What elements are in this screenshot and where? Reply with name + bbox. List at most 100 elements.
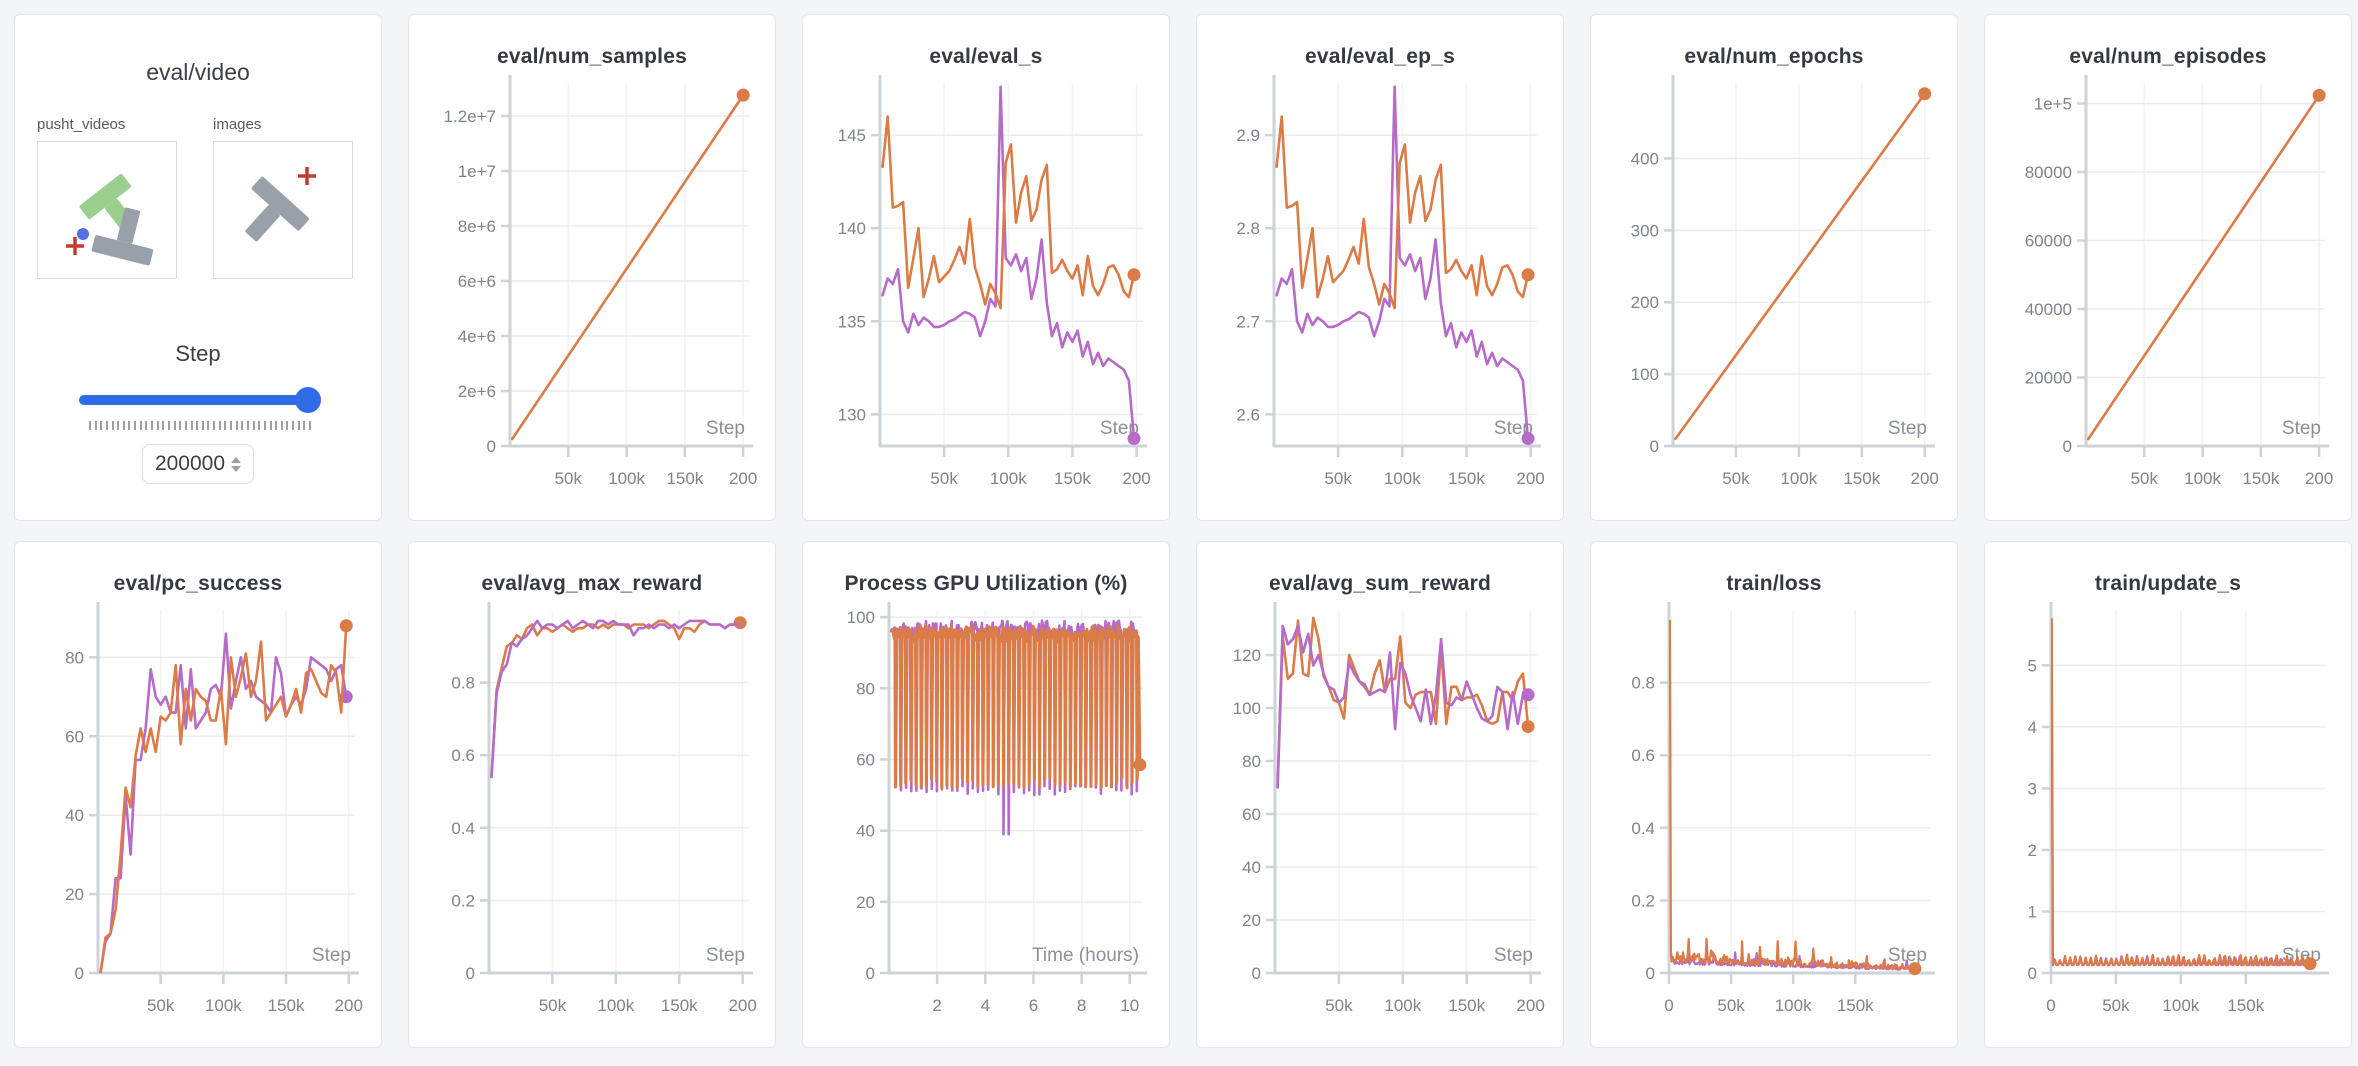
stepper-spinner[interactable] xyxy=(231,456,242,472)
panel-eval-num-samples[interactable]: eval/num_samples 0 2e+6 4e+6 6e+6 8e+6 1e+7 1.… xyxy=(408,14,776,521)
chart-title: train/update_s xyxy=(2094,572,2242,595)
y-tick-label: 0.8 xyxy=(451,674,475,693)
y-tick-label: 4e+6 xyxy=(458,327,496,346)
chart-plot-area[interactable]: 0 0.2 0.4 0.6 0.8 0 50k 100k 150k Step xyxy=(1591,600,1957,1024)
chart-plot-area[interactable]: 0 2e+6 4e+6 6e+6 8e+6 1e+7 1.2e+7 50k 100k 150k 20… xyxy=(409,73,775,497)
step-number-input[interactable]: 200000 xyxy=(142,444,254,484)
y-tick-label: 2e+6 xyxy=(458,382,496,401)
x-tick-label: 10 xyxy=(1120,996,1139,1015)
x-tick-label: 50k xyxy=(930,469,958,488)
x-tick-label: 6 xyxy=(1029,996,1038,1015)
x-axis-label: Step xyxy=(1494,418,1533,439)
slider-ruler xyxy=(89,421,311,430)
y-tick-label: 0 xyxy=(2028,964,2037,983)
x-tick-label: 100k xyxy=(597,996,634,1015)
panel-eval-num-episodes[interactable]: eval/num_episodes 0 20000 40000 60000 80000 1… xyxy=(1984,14,2352,521)
series-endpoint-dot-orange xyxy=(1908,962,1922,976)
y-tick-label: 1.2e+7 xyxy=(444,107,496,126)
series-line-purple xyxy=(490,619,742,779)
series-endpoint-dot-orange xyxy=(1127,268,1141,282)
chart-plot-area[interactable]: 2.6 2.7 2.8 2.9 50k 100k 150k 200 Step xyxy=(1197,73,1563,497)
x-tick-label: 0 xyxy=(2046,996,2055,1015)
y-tick-label: 0 xyxy=(1650,437,1659,456)
y-tick-label: 20000 xyxy=(2025,369,2072,388)
x-axis-label: Step xyxy=(1100,418,1139,439)
y-tick-label: 1 xyxy=(2028,902,2037,921)
x-tick-label: 100k xyxy=(990,469,1027,488)
chart-plot-area[interactable]: 0 20 40 60 80 100 120 50k 100k 150k 200 Step xyxy=(1197,600,1563,1024)
series-line-orange xyxy=(2051,618,2312,967)
chart-title: eval/eval_ep_s xyxy=(1305,45,1455,68)
x-tick-label: 200 xyxy=(1516,996,1544,1015)
panel-eval-avg-max-reward[interactable]: eval/avg_max_reward 0 0.2 0.4 0.6 0.8 50k 100k… xyxy=(408,541,776,1048)
x-tick-label: 2 xyxy=(932,996,941,1015)
x-tick-label: 150k xyxy=(1837,996,1874,1015)
panel-eval-video[interactable]: eval/video pusht_videos xyxy=(14,14,382,521)
x-axis-label: Step xyxy=(1888,418,1927,439)
x-tick-label: 100k xyxy=(2162,996,2199,1015)
step-slider[interactable] xyxy=(79,385,321,415)
x-tick-label: 150k xyxy=(1448,996,1485,1015)
y-tick-label: 0.4 xyxy=(1631,819,1655,838)
spinner-down-icon[interactable] xyxy=(231,465,242,472)
chart-plot-area[interactable]: 0 20 40 60 80 50k 100k 150k 200 Step xyxy=(15,600,381,1024)
y-tick-label: 60 xyxy=(856,750,875,769)
panel-eval-pc-success[interactable]: eval/pc_success 0 20 40 60 80 50k 100k 150k 200 S… xyxy=(14,541,382,1048)
slider-thumb[interactable] xyxy=(295,387,321,413)
x-tick-label: 100k xyxy=(205,996,242,1015)
x-tick-label: 200 xyxy=(335,996,363,1015)
slider-track[interactable] xyxy=(79,395,317,405)
series-line-orange xyxy=(511,93,745,441)
series-line-orange xyxy=(2087,93,2321,441)
chart-plot-area[interactable]: 0 20000 40000 60000 80000 1e+5 50k 100k 150k 200 S… xyxy=(1985,73,2351,497)
chart-title: eval/pc_success xyxy=(113,572,283,595)
y-tick-label: 1e+5 xyxy=(2034,95,2072,114)
chart-plot-area[interactable]: 0 0.2 0.4 0.6 0.8 50k 100k 150k 200 Step xyxy=(409,600,775,1024)
chart-plot-area[interactable]: 0 20 40 60 80 100 2 4 6 8 10 Time (hours) xyxy=(803,600,1169,1024)
y-tick-label: 0.4 xyxy=(451,819,475,838)
y-tick-label: 0.6 xyxy=(1631,746,1655,765)
series-line-purple xyxy=(1275,85,1530,440)
x-tick-label: 50k xyxy=(2102,996,2130,1015)
spinner-up-icon[interactable] xyxy=(231,456,242,463)
x-axis-label: Step xyxy=(1494,945,1533,966)
y-tick-label: 0 xyxy=(1252,964,1261,983)
y-tick-label: 40000 xyxy=(2025,300,2072,319)
y-tick-label: 0.2 xyxy=(1631,891,1655,910)
series-line-orange xyxy=(1275,115,1530,310)
y-tick-label: 2.6 xyxy=(1236,405,1260,424)
panel-eval-eval-s[interactable]: eval/eval_s 130 135 140 145 50k 100k 150k 200 St… xyxy=(802,14,1170,521)
panel-train-update-s[interactable]: train/update_s 0 1 2 3 4 5 0 50k 100k 150k Step xyxy=(1984,541,2352,1048)
y-tick-label: 3 xyxy=(2028,779,2037,798)
y-tick-label: 100 xyxy=(1631,365,1659,384)
y-tick-label: 120 xyxy=(1233,646,1261,665)
step-value: 200000 xyxy=(154,452,226,475)
x-tick-label: 200 xyxy=(2305,469,2333,488)
panel-title: eval/video xyxy=(146,59,250,85)
media-item-pusht-videos: pusht_videos xyxy=(37,116,183,279)
y-tick-label: 8e+6 xyxy=(458,217,496,236)
panel-eval-avg-sum-reward[interactable]: eval/avg_sum_reward 0 20 40 60 80 100 120 50k 10… xyxy=(1196,541,1564,1048)
x-axis-label: Time (hours) xyxy=(1032,945,1139,966)
chart-title: eval/avg_sum_reward xyxy=(1268,572,1492,595)
x-tick-label: 200 xyxy=(729,469,757,488)
series-endpoint-dot-orange xyxy=(1521,268,1535,282)
panel-eval-num-epochs[interactable]: eval/num_epochs 0 100 200 300 400 50k 100k 150k… xyxy=(1590,14,1958,521)
x-tick-label: 50k xyxy=(539,996,567,1015)
y-tick-label: 0 xyxy=(1646,964,1655,983)
x-tick-label: 50k xyxy=(555,469,583,488)
panel-process-gpu-utilization[interactable]: Process GPU Utilization (%) 0 20 40 60 80 100… xyxy=(802,541,1170,1048)
chart-plot-area[interactable]: 130 135 140 145 50k 100k 150k 200 Step xyxy=(803,73,1169,497)
images-thumbnail[interactable] xyxy=(213,141,353,279)
panel-train-loss[interactable]: train/loss 0 0.2 0.4 0.6 0.8 0 50k 100k 150k Step xyxy=(1590,541,1958,1048)
panel-eval-eval-ep-s[interactable]: eval/eval_ep_s 2.6 2.7 2.8 2.9 50k 100k 150k 20… xyxy=(1196,14,1564,521)
y-tick-label: 40 xyxy=(1242,858,1261,877)
y-tick-label: 80 xyxy=(65,648,84,667)
x-axis-label: Step xyxy=(706,418,745,439)
pusht-scene-icon xyxy=(66,173,154,266)
chart-plot-area[interactable]: 0 100 200 300 400 50k 100k 150k 200 Step xyxy=(1591,73,1957,497)
x-tick-label: 150k xyxy=(1843,469,1880,488)
pusht-video-thumbnail[interactable] xyxy=(37,141,177,279)
